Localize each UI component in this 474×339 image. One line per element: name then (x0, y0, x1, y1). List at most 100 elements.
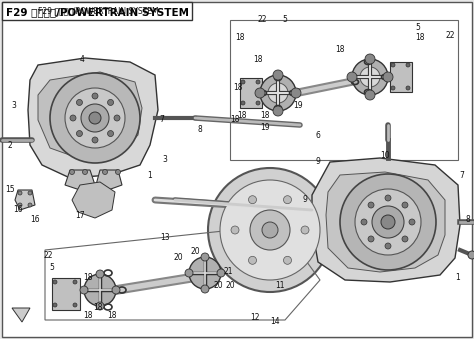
Circle shape (402, 202, 408, 208)
Bar (390, 62, 412, 92)
Circle shape (383, 72, 393, 82)
Circle shape (468, 251, 474, 259)
Polygon shape (38, 72, 142, 158)
Circle shape (108, 131, 114, 137)
Text: 18: 18 (83, 312, 93, 320)
Circle shape (406, 86, 410, 90)
Circle shape (28, 203, 32, 207)
Circle shape (18, 203, 22, 207)
Text: 3: 3 (11, 100, 17, 109)
Circle shape (372, 206, 404, 238)
Polygon shape (96, 170, 122, 190)
Circle shape (114, 115, 120, 121)
Text: 1: 1 (456, 274, 460, 282)
Circle shape (84, 274, 116, 306)
Text: 2: 2 (8, 140, 12, 149)
Circle shape (273, 106, 283, 116)
Circle shape (189, 257, 221, 289)
Circle shape (283, 256, 292, 264)
Circle shape (260, 75, 296, 111)
Circle shape (391, 63, 395, 67)
Text: 22: 22 (43, 251, 53, 259)
Polygon shape (72, 182, 115, 218)
Text: 18: 18 (415, 34, 425, 42)
Circle shape (256, 80, 260, 84)
Circle shape (76, 99, 82, 105)
Circle shape (241, 101, 245, 105)
Circle shape (65, 88, 125, 148)
Circle shape (220, 180, 320, 280)
Text: 18: 18 (230, 116, 240, 124)
Polygon shape (65, 170, 95, 190)
Circle shape (365, 54, 375, 64)
Circle shape (368, 236, 374, 242)
Bar (240, 78, 262, 108)
Circle shape (96, 302, 104, 310)
Text: 3: 3 (163, 156, 167, 164)
Circle shape (80, 286, 88, 294)
Circle shape (92, 93, 98, 99)
Circle shape (241, 80, 245, 84)
Polygon shape (12, 308, 30, 322)
Circle shape (18, 191, 22, 195)
Text: 4: 4 (80, 56, 84, 64)
Text: 8: 8 (198, 125, 202, 135)
Circle shape (201, 253, 209, 261)
Circle shape (53, 280, 57, 284)
Text: 18: 18 (335, 45, 345, 55)
Text: 19: 19 (293, 100, 303, 109)
Text: 18: 18 (233, 83, 243, 93)
Text: 18: 18 (260, 111, 270, 120)
Circle shape (347, 72, 357, 82)
Circle shape (76, 131, 82, 137)
Circle shape (96, 270, 104, 278)
Polygon shape (15, 190, 35, 210)
Text: 10: 10 (380, 151, 390, 160)
Circle shape (250, 210, 290, 250)
Circle shape (273, 70, 283, 80)
Circle shape (81, 104, 109, 132)
Circle shape (255, 88, 265, 98)
Text: 18: 18 (107, 312, 117, 320)
Circle shape (70, 115, 76, 121)
Circle shape (256, 101, 260, 105)
Circle shape (50, 73, 140, 163)
Text: 14: 14 (270, 318, 280, 326)
Text: 15: 15 (5, 185, 15, 195)
Circle shape (301, 226, 309, 234)
Text: 18: 18 (93, 302, 103, 312)
Text: 18: 18 (83, 274, 93, 282)
Polygon shape (326, 172, 445, 272)
Text: 18: 18 (237, 111, 247, 120)
Circle shape (283, 196, 292, 204)
Polygon shape (28, 58, 158, 178)
Text: 18: 18 (253, 56, 263, 64)
Circle shape (402, 236, 408, 242)
Circle shape (208, 168, 332, 292)
Text: 6: 6 (316, 131, 320, 140)
Circle shape (361, 219, 367, 225)
Circle shape (355, 189, 421, 255)
Circle shape (28, 191, 32, 195)
Circle shape (185, 269, 193, 277)
Text: 1: 1 (147, 171, 152, 179)
Text: 17: 17 (75, 211, 85, 219)
Text: 16: 16 (30, 216, 40, 224)
Circle shape (406, 63, 410, 67)
Circle shape (360, 67, 380, 87)
Circle shape (409, 219, 415, 225)
Circle shape (385, 195, 391, 201)
Text: 7: 7 (460, 171, 465, 179)
Text: 11: 11 (275, 280, 285, 290)
Bar (2, 2, 192, 20)
Circle shape (70, 170, 74, 175)
Text: 20: 20 (173, 254, 183, 262)
Text: 9: 9 (316, 158, 320, 166)
Circle shape (391, 86, 395, 90)
Circle shape (352, 59, 388, 95)
Circle shape (231, 226, 239, 234)
Text: F29 传动系统/POWERTRAIN SYSTEM: F29 传动系统/POWERTRAIN SYSTEM (6, 7, 189, 17)
Text: 18: 18 (235, 34, 245, 42)
Text: 12: 12 (250, 314, 260, 322)
Text: 16: 16 (13, 205, 23, 215)
